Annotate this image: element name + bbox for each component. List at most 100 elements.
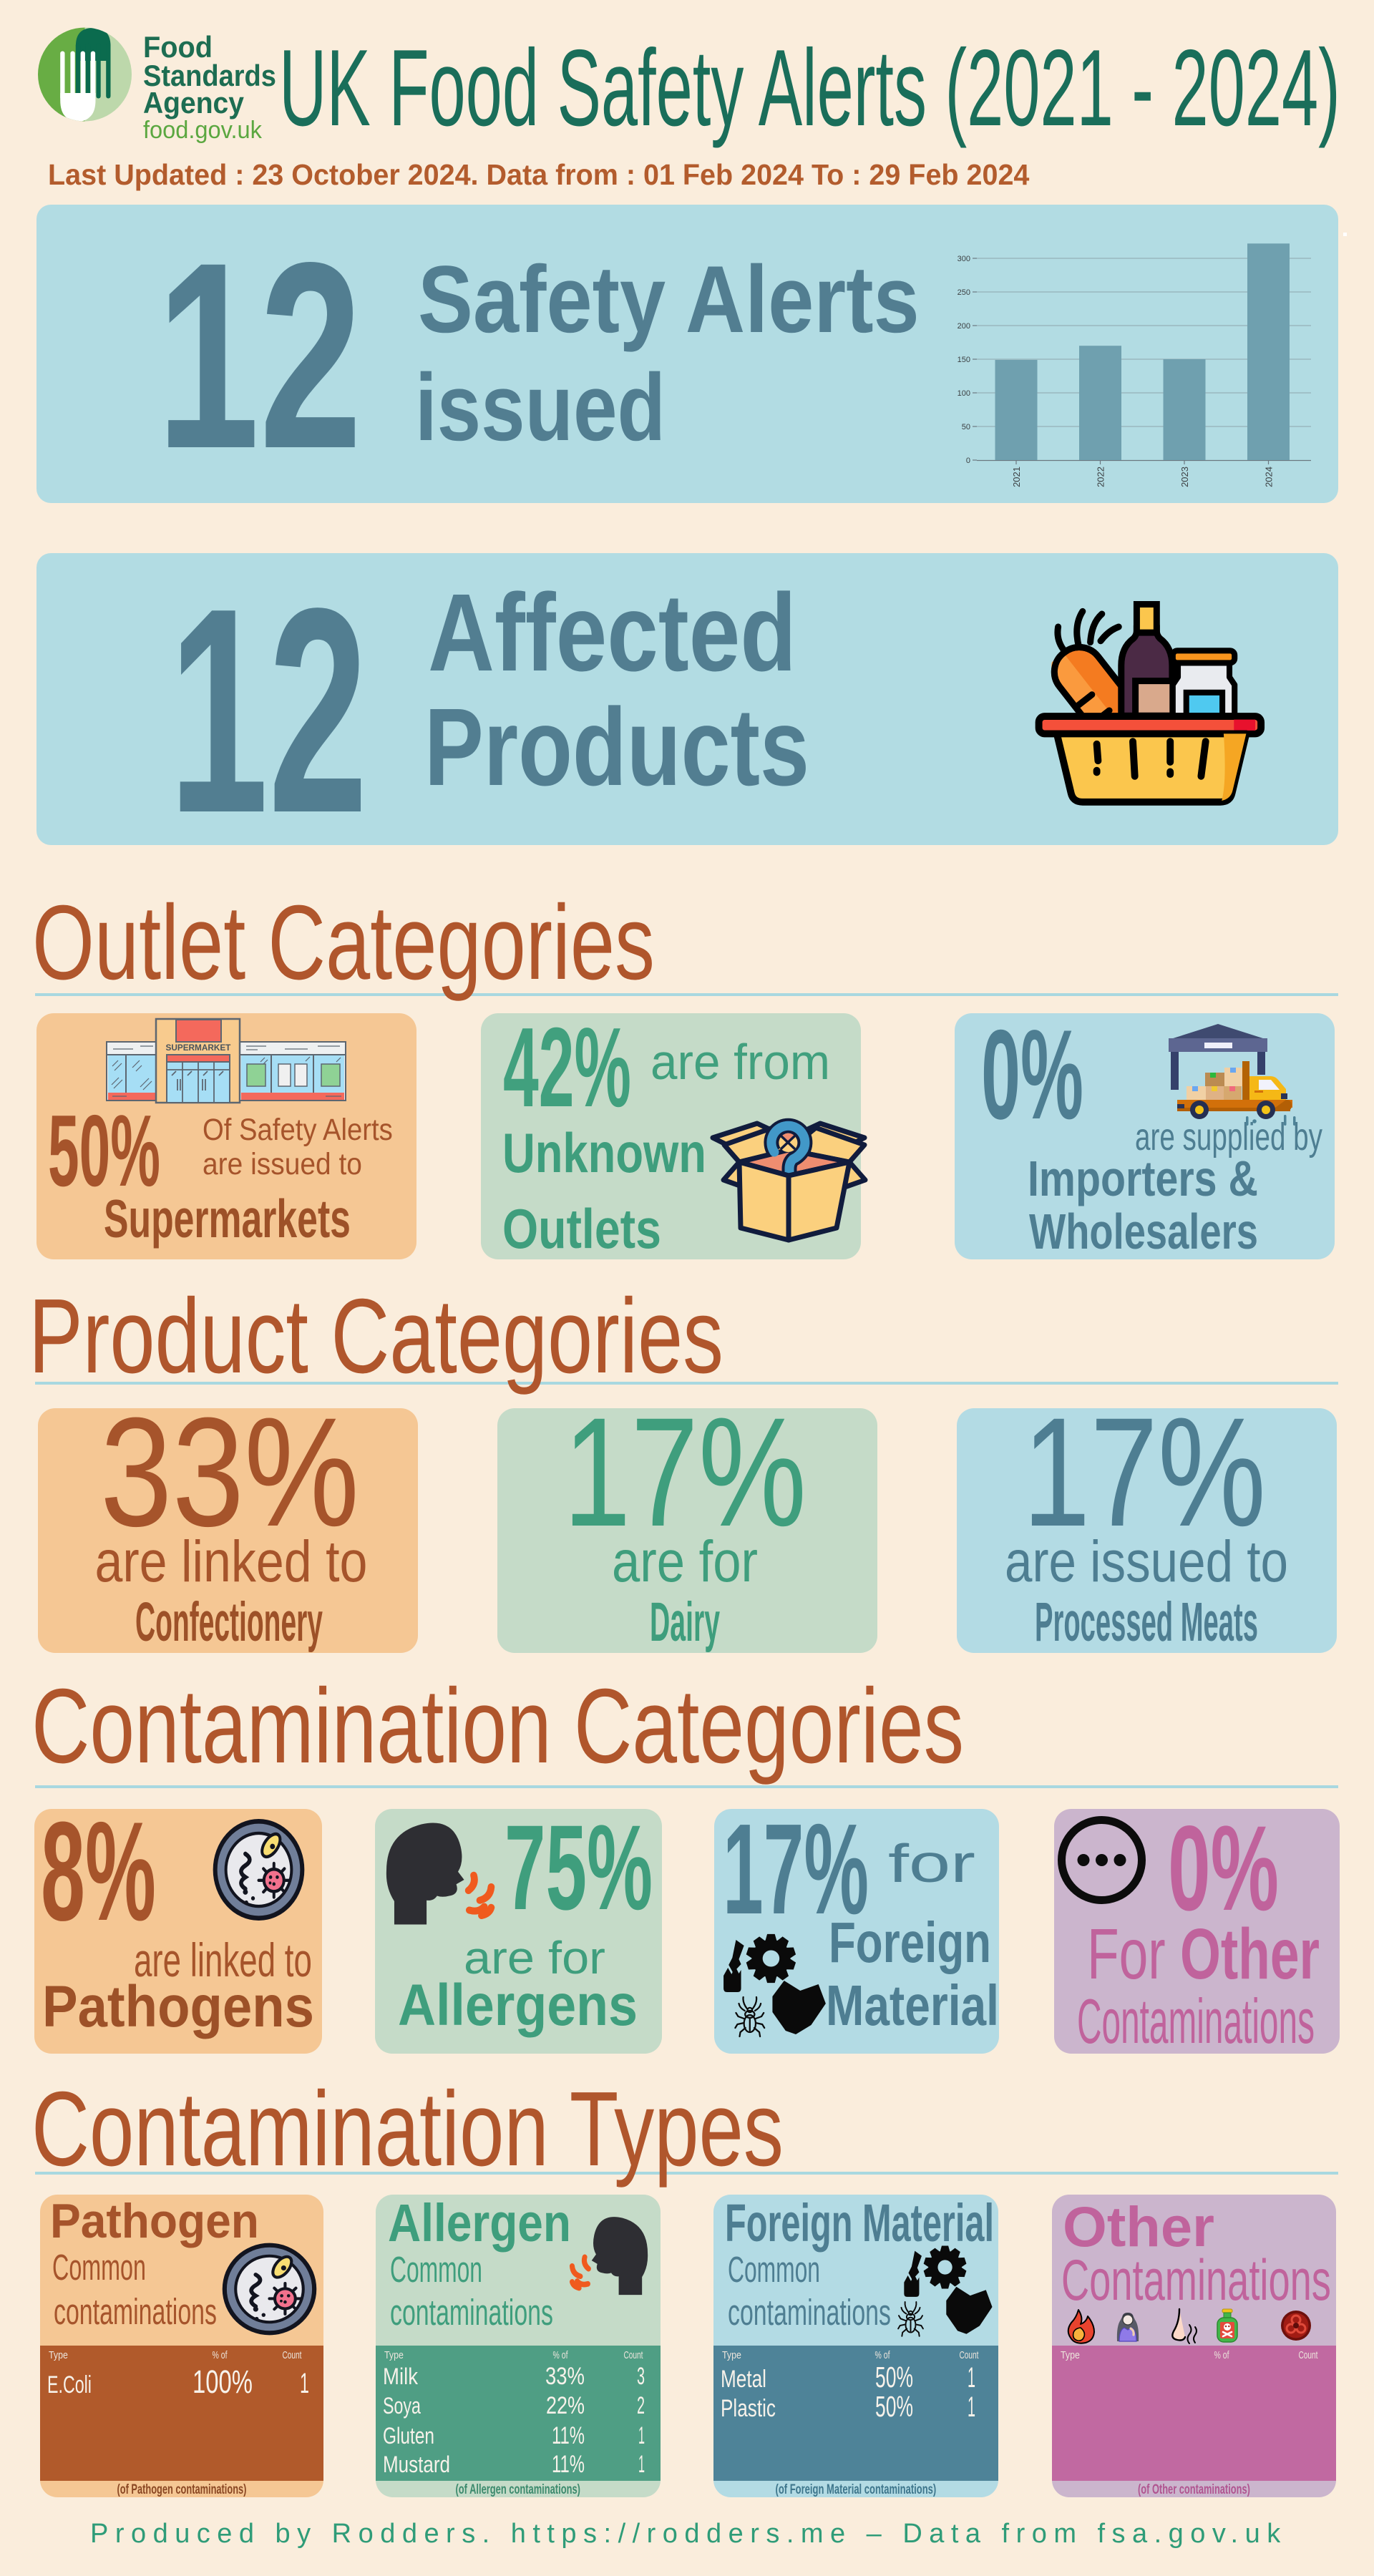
svg-text:are issued to: are issued to [203, 1146, 362, 1181]
svg-text:Processed Meats: Processed Meats [1035, 1591, 1258, 1652]
svg-text:% of: % of [213, 2348, 228, 2361]
svg-text:Count: Count [960, 2348, 979, 2361]
svg-text:Contamination Categories: Contamination Categories [31, 1667, 964, 1785]
svg-text:Standards: Standards [143, 59, 276, 92]
svg-text:Of Safety Alerts: Of Safety Alerts [203, 1112, 393, 1147]
svg-text:33%: 33% [100, 1385, 359, 1558]
svg-text:2022: 2022 [1096, 467, 1106, 487]
svg-text:contaminations: contaminations [390, 2293, 553, 2333]
svg-text:are for: are for [612, 1529, 758, 1594]
svg-text:Other: Other [1063, 2195, 1214, 2258]
svg-text:Supermarkets: Supermarkets [104, 1189, 351, 1249]
svg-text:Contaminations: Contaminations [1077, 1987, 1315, 2057]
svg-text:Products: Products [424, 685, 809, 809]
svg-text:Contamination Types: Contamination Types [31, 2069, 784, 2188]
svg-text:Common: Common [390, 2250, 482, 2290]
svg-text:50%: 50% [875, 2361, 913, 2394]
svg-text:50%: 50% [875, 2391, 913, 2423]
svg-text:17%: 17% [723, 1797, 869, 1941]
svg-text:are issued to: are issued to [1005, 1528, 1288, 1594]
svg-text:17%: 17% [1023, 1386, 1266, 1559]
svg-text:2: 2 [637, 2391, 645, 2419]
svg-text:Common: Common [52, 2248, 146, 2288]
svg-text:E.Coli: E.Coli [47, 2372, 92, 2399]
svg-text:are for: are for [464, 1933, 605, 1984]
svg-text:3: 3 [637, 2362, 645, 2389]
svg-text:Confectionery: Confectionery [135, 1591, 323, 1653]
svg-text:for: for [888, 1834, 975, 1893]
svg-text:% of: % of [553, 2348, 568, 2361]
svg-text:contaminations: contaminations [54, 2292, 217, 2333]
svg-text:0%: 0% [1168, 1800, 1279, 1936]
svg-text:% of: % of [875, 2348, 890, 2361]
svg-text:food.gov.uk: food.gov.uk [143, 117, 262, 144]
svg-text:Plastic: Plastic [721, 2396, 776, 2422]
svg-text:% of: % of [1214, 2348, 1229, 2361]
svg-text:(of Other contaminations): (of Other contaminations) [1138, 2482, 1250, 2497]
svg-text:Soya: Soya [383, 2393, 421, 2418]
svg-text:Contaminations: Contaminations [1061, 2248, 1331, 2312]
svg-text:50: 50 [962, 423, 970, 431]
svg-text:2021: 2021 [1011, 467, 1022, 487]
svg-text:UK Food Safety Alerts (2021 -: UK Food Safety Alerts (2021 - 2024) [279, 26, 1340, 149]
svg-text:Count: Count [624, 2348, 643, 2361]
svg-text:(of Foreign Material contamina: (of Foreign Material contaminations) [776, 2482, 937, 2497]
svg-text:Material: Material [826, 1974, 999, 2037]
svg-text:Safety Alerts: Safety Alerts [418, 246, 920, 353]
svg-text:Foreign: Foreign [829, 1911, 991, 1974]
svg-text:issued: issued [415, 353, 666, 460]
svg-text:Outlets: Outlets [502, 1198, 661, 1260]
svg-text:Type: Type [384, 2349, 404, 2361]
svg-text:1: 1 [968, 2390, 975, 2423]
svg-text:Last Updated : 23 October 2024: Last Updated : 23 October 2024. Data fro… [48, 158, 1030, 191]
svg-text:1: 1 [638, 2421, 645, 2449]
svg-text:Type: Type [722, 2349, 741, 2361]
svg-text:Gluten: Gluten [383, 2424, 434, 2449]
svg-text:contaminations: contaminations [728, 2293, 891, 2333]
svg-text:(of Allergen contaminations): (of Allergen contaminations) [456, 2482, 580, 2497]
svg-text:300: 300 [958, 255, 970, 263]
svg-text:Foreign Material: Foreign Material [725, 2194, 994, 2253]
svg-text:11%: 11% [552, 2451, 585, 2478]
svg-text:are supplied by: are supplied by [1135, 1116, 1322, 1158]
svg-text:11%: 11% [552, 2422, 585, 2449]
svg-text:22%: 22% [546, 2391, 585, 2419]
svg-text:Allergens: Allergens [398, 1972, 638, 2038]
svg-text:Mustard: Mustard [383, 2453, 450, 2478]
svg-text:Agency: Agency [143, 86, 244, 120]
svg-text:33%: 33% [545, 2362, 585, 2389]
svg-text:1: 1 [968, 2361, 975, 2394]
svg-text:2024: 2024 [1264, 467, 1275, 487]
svg-text:50%: 50% [48, 1094, 160, 1207]
svg-text:Wholesalers: Wholesalers [1029, 1204, 1258, 1259]
svg-text:Importers &: Importers & [1028, 1151, 1258, 1207]
svg-text:100%: 100% [193, 2364, 253, 2400]
svg-text:(of Pathogen contaminations): (of Pathogen contaminations) [117, 2482, 247, 2497]
svg-text:8%: 8% [41, 1792, 156, 1950]
svg-text:Product Categories: Product Categories [29, 1277, 723, 1395]
svg-text:Count: Count [283, 2348, 302, 2361]
svg-text:12: 12 [169, 547, 368, 874]
svg-text:Food: Food [143, 30, 213, 64]
svg-text:For Other: For Other [1087, 1914, 1320, 1994]
svg-text:SUPERMARKET: SUPERMARKET [166, 1043, 231, 1053]
svg-text:Type: Type [49, 2349, 68, 2361]
svg-text:Common: Common [728, 2250, 820, 2290]
svg-text:1: 1 [638, 2450, 645, 2477]
svg-text:are linked to: are linked to [95, 1529, 368, 1594]
svg-text:Milk: Milk [383, 2364, 418, 2389]
svg-text:Allergen: Allergen [388, 2193, 571, 2253]
svg-text:Dairy: Dairy [650, 1591, 720, 1653]
svg-text:Pathogens: Pathogens [42, 1974, 314, 2039]
svg-text:Pathogen: Pathogen [50, 2194, 259, 2248]
svg-text:Produced by Rodders. https://r: Produced by Rodders. https://rodders.me … [90, 2519, 1287, 2549]
svg-text:250: 250 [958, 288, 970, 297]
svg-text:200: 200 [958, 322, 970, 331]
svg-text:Affected: Affected [428, 572, 796, 694]
svg-text:Type: Type [1061, 2349, 1080, 2361]
svg-text:are linked to: are linked to [134, 1935, 312, 1987]
svg-text:are from: are from [651, 1034, 830, 1090]
svg-text:100: 100 [958, 389, 970, 398]
svg-text:75%: 75% [505, 1800, 653, 1935]
svg-text:2023: 2023 [1179, 467, 1190, 487]
